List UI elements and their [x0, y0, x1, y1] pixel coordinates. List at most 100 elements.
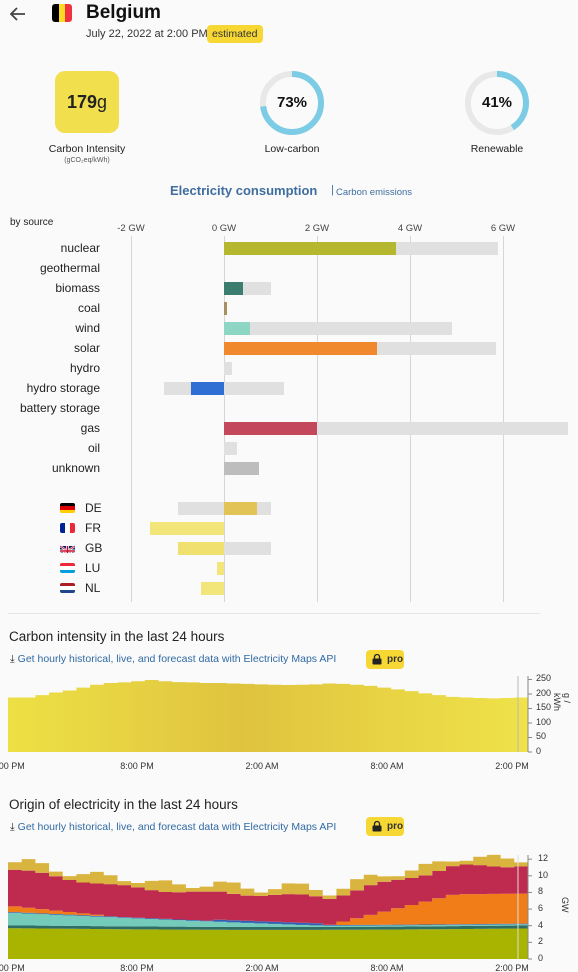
- capacity-bar[interactable]: [224, 382, 285, 395]
- capacity-bar[interactable]: [224, 322, 452, 335]
- zone-datetime: July 22, 2022 at 2:00 PM: [86, 28, 208, 40]
- source-label: coal: [77, 301, 100, 315]
- axis-tick-label: 4 GW: [397, 223, 423, 234]
- nuclear-layer[interactable]: [8, 928, 528, 959]
- y-tick-label: 2: [538, 936, 544, 947]
- x-tick-label: 8:00 AM: [370, 761, 404, 771]
- renewable-label: Renewable: [470, 143, 524, 155]
- carbon-history-api-link[interactable]: ⤓ Get hourly historical, live, and foreca…: [10, 653, 336, 666]
- pro-badge: pro: [366, 817, 404, 836]
- production-bar[interactable]: [191, 382, 224, 395]
- source-label: biomass: [55, 281, 100, 295]
- wind-layer[interactable]: [8, 912, 528, 927]
- download-icon: ⤓: [10, 821, 15, 833]
- fr-flag-icon: [60, 523, 75, 533]
- x-tick-label: 8:00 AM: [370, 963, 404, 972]
- lu-flag-icon: [60, 563, 75, 573]
- source-label: battery storage: [19, 401, 100, 415]
- capacity-bar[interactable]: [224, 362, 233, 375]
- carbon-history-title: Carbon intensity in the last 24 hours: [9, 629, 225, 644]
- tab-separator: |: [331, 184, 334, 196]
- electricity-consumption-tab[interactable]: Electricity consumption: [170, 183, 318, 198]
- x-tick-label: 2:00 AM: [245, 963, 279, 972]
- source-label: wind: [75, 321, 100, 335]
- exchange-bar[interactable]: [200, 582, 224, 595]
- biomass-layer[interactable]: [8, 925, 528, 930]
- y-tick-label: 12: [538, 853, 549, 864]
- x-tick-label: 2:00 PM: [0, 761, 25, 771]
- x-tick-label: 2:00 PM: [495, 963, 529, 972]
- source-label: oil: [87, 441, 100, 455]
- zone-title: Belgium: [86, 2, 161, 23]
- lock-icon: [372, 653, 382, 665]
- y-axis-label: GW: [560, 897, 570, 913]
- source-label: solar: [73, 341, 100, 355]
- solar-layer[interactable]: [8, 893, 528, 925]
- exchange-bar[interactable]: [217, 562, 224, 575]
- pro-badge: pro: [366, 650, 404, 669]
- origin-history-chart: [8, 854, 532, 960]
- origin-history-api-link[interactable]: ⤓ Get hourly historical, live, and foreca…: [10, 821, 336, 834]
- gb-flag-icon: [60, 543, 75, 553]
- production-bar[interactable]: [224, 322, 250, 335]
- gridline: [223, 236, 225, 602]
- axis-tick-label: 6 GW: [490, 223, 516, 234]
- low-carbon-ring: [260, 71, 324, 135]
- production-bar[interactable]: [224, 302, 227, 315]
- exchange-bar[interactable]: [177, 542, 224, 555]
- source-label: hydro: [69, 361, 100, 375]
- gridline: [316, 236, 318, 602]
- low-carbon-label: Low-carbon: [264, 143, 320, 155]
- production-bar[interactable]: [224, 422, 317, 435]
- y-tick-label: 10: [538, 869, 549, 880]
- y-tick-label: 150: [536, 702, 552, 713]
- y-tick-label: 250: [536, 673, 552, 684]
- x-tick-label: 2:00 AM: [245, 761, 279, 771]
- api-link-text: Get hourly historical, live, and forecas…: [17, 821, 337, 833]
- carbon-history-chart: [8, 676, 532, 753]
- y-axis-label: g / kWh: [552, 693, 572, 711]
- production-bar[interactable]: [224, 342, 378, 355]
- carbon-intensity-label: Carbon Intensity: [48, 143, 126, 155]
- axis-tick-label: 2 GW: [304, 223, 330, 234]
- y-tick-label: 8: [538, 886, 544, 897]
- x-tick-label: 8:00 PM: [120, 761, 154, 771]
- capacity-bar[interactable]: [224, 542, 271, 555]
- production-bar[interactable]: [224, 282, 243, 295]
- gridline: [409, 236, 411, 602]
- exchange-label: DE: [85, 501, 102, 515]
- y-tick-label: 200: [536, 687, 552, 698]
- imports-layer[interactable]: [8, 854, 528, 899]
- carbon-intensity-unit: (gCO₂eq/kWh): [64, 157, 110, 164]
- y-tick-label: 0: [536, 746, 542, 756]
- carbon-intensity-area[interactable]: [8, 680, 528, 752]
- source-label: nuclear: [60, 241, 100, 255]
- y-tick-label: 50: [536, 731, 547, 742]
- y-tick-label: 100: [536, 716, 552, 727]
- production-bar[interactable]: [224, 242, 397, 255]
- exchange-bar[interactable]: [149, 522, 224, 535]
- gas-layer[interactable]: [8, 864, 528, 925]
- hydro-layer[interactable]: [8, 912, 528, 926]
- carbon-emissions-tab[interactable]: Carbon emissions: [336, 187, 413, 198]
- axis-tick-label: -2 GW: [117, 223, 145, 234]
- exchange-bar[interactable]: [224, 502, 258, 515]
- source-label: unknown: [51, 461, 100, 475]
- axis-tick-label: 0 GW: [211, 223, 237, 234]
- belgium-flag-icon: [52, 4, 72, 22]
- exchange-label: NL: [85, 581, 101, 595]
- capacity-bar[interactable]: [177, 502, 224, 515]
- capacity-bar[interactable]: [224, 442, 238, 455]
- production-bar[interactable]: [224, 462, 259, 475]
- back-arrow-icon[interactable]: [8, 4, 28, 24]
- estimated-badge: estimated: [207, 25, 263, 43]
- y-tick-label: 6: [538, 903, 544, 914]
- y-tick-label: 4: [538, 919, 544, 930]
- section-divider: [8, 613, 540, 614]
- y-tick-label: 0: [538, 953, 544, 963]
- x-tick-label: 2:00 PM: [0, 963, 25, 972]
- origin-history-title: Origin of electricity in the last 24 hou…: [9, 797, 238, 812]
- api-link-text: Get hourly historical, live, and forecas…: [17, 653, 337, 665]
- source-label: hydro storage: [26, 381, 100, 395]
